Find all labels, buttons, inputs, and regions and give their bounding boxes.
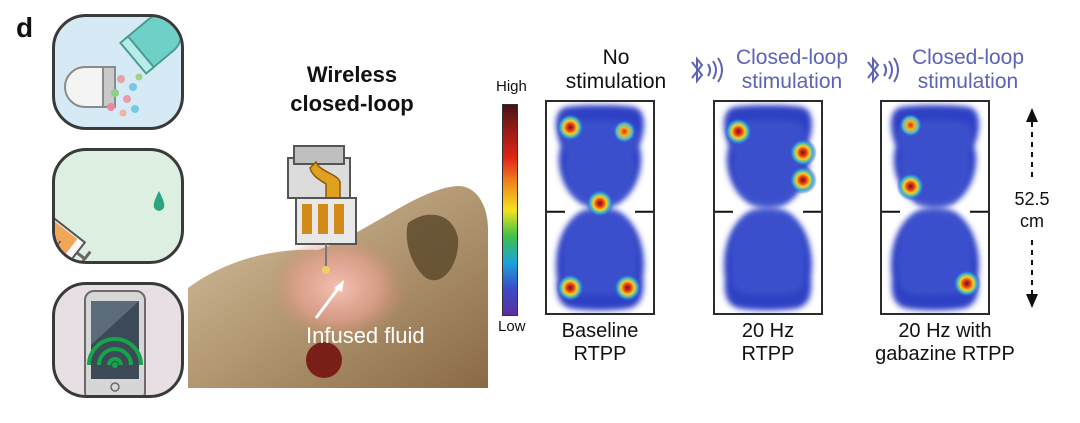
- bluetooth-icon: [691, 56, 723, 84]
- heatmap-gabazine-plot: [882, 105, 988, 311]
- heatmap-1-title-line2: stimulation: [565, 70, 667, 93]
- heatmap-3-label-line1: 20 Hz with: [898, 320, 992, 342]
- heatmap-1-title: No stimulation: [556, 46, 676, 94]
- heatmap-hotspot: [788, 138, 817, 167]
- heatmap-2-title: Closed-loop stimulation: [724, 46, 860, 94]
- heatmap-3-title-line2: stimulation: [917, 70, 1019, 93]
- heatmap-2-title-line2: stimulation: [741, 70, 843, 93]
- colorbar-low-label: Low: [498, 318, 526, 335]
- infusion-arrowhead: [334, 280, 344, 292]
- pill-box: [52, 14, 184, 130]
- heatmap-2-title-line1: Closed-loop: [735, 46, 849, 69]
- heatmap-arena-inner: [897, 120, 973, 295]
- heatmap-baseline-plot: [547, 105, 653, 311]
- heatmap-2-label-line1: 20 Hz: [741, 320, 795, 342]
- heatmap-hotspot: [788, 166, 817, 195]
- heatmap-hotspot: [896, 172, 925, 201]
- heatmap-3-title-line1: Closed-loop: [911, 46, 1025, 69]
- scale-unit: cm: [1020, 211, 1044, 231]
- heatmap-hotspot: [586, 189, 614, 218]
- heatmap-20hz: [713, 100, 823, 315]
- heatmap-1-label-line1: Baseline: [561, 320, 639, 342]
- scale-label: 52.5 cm: [1006, 188, 1058, 232]
- heatmap-arena-inner: [730, 120, 806, 295]
- heatmap-1-title-line1: No: [602, 46, 630, 69]
- syringe-box: [52, 148, 184, 264]
- red-sphere: [306, 342, 342, 378]
- heatmap-2-label-line2: RTPP: [741, 343, 795, 365]
- heatmap-3-title: Closed-loop stimulation: [900, 46, 1036, 94]
- heatmap-3-label: 20 Hz with gabazine RTPP: [860, 320, 1030, 366]
- heatmap-1-label: Baseline RTPP: [540, 320, 660, 366]
- implant-device: [287, 145, 357, 274]
- panel-letter: d: [16, 12, 34, 43]
- heatmap-hotspot: [613, 273, 642, 302]
- heatmap-gabazine: [880, 100, 990, 315]
- device-title-line1: Wireless: [306, 62, 398, 87]
- heatmap-2-label: 20 Hz RTPP: [708, 320, 828, 366]
- scale-arrow: [1026, 108, 1038, 308]
- eye-socket: [406, 214, 459, 281]
- heatmap-1-label-line2: RTPP: [573, 343, 627, 365]
- colorbar-high-label: High: [496, 78, 527, 95]
- heatmap-hotspot: [724, 117, 753, 146]
- infused-fluid-label: Infused fluid: [306, 323, 425, 348]
- scale-value: 52.5: [1014, 189, 1050, 209]
- heatmap-hotspot: [612, 119, 637, 144]
- heatmap-3-label-line2: gabazine RTPP: [875, 343, 1015, 365]
- heatmap-hotspot: [952, 269, 981, 298]
- heatmap-20hz-plot: [715, 105, 821, 311]
- heatmap-hotspot: [556, 113, 585, 142]
- smartphone-wireless-icon: [84, 290, 146, 395]
- pill-capsule-icon: [64, 17, 181, 117]
- heatmap-arena-inner: [562, 120, 638, 295]
- phone-box: [52, 282, 184, 398]
- heatmap-hotspot: [898, 113, 923, 138]
- heatmap-hotspot: [556, 273, 585, 302]
- syringe-icon: [55, 191, 165, 261]
- bluetooth-icon: [867, 56, 899, 84]
- colorbar: [502, 104, 518, 316]
- heatmap-baseline: [545, 100, 655, 315]
- device-title: Wireless closed-loop: [262, 60, 442, 118]
- infusion-arrow: [314, 285, 342, 319]
- device-illustration: [188, 145, 488, 388]
- device-title-line2: closed-loop: [290, 91, 414, 116]
